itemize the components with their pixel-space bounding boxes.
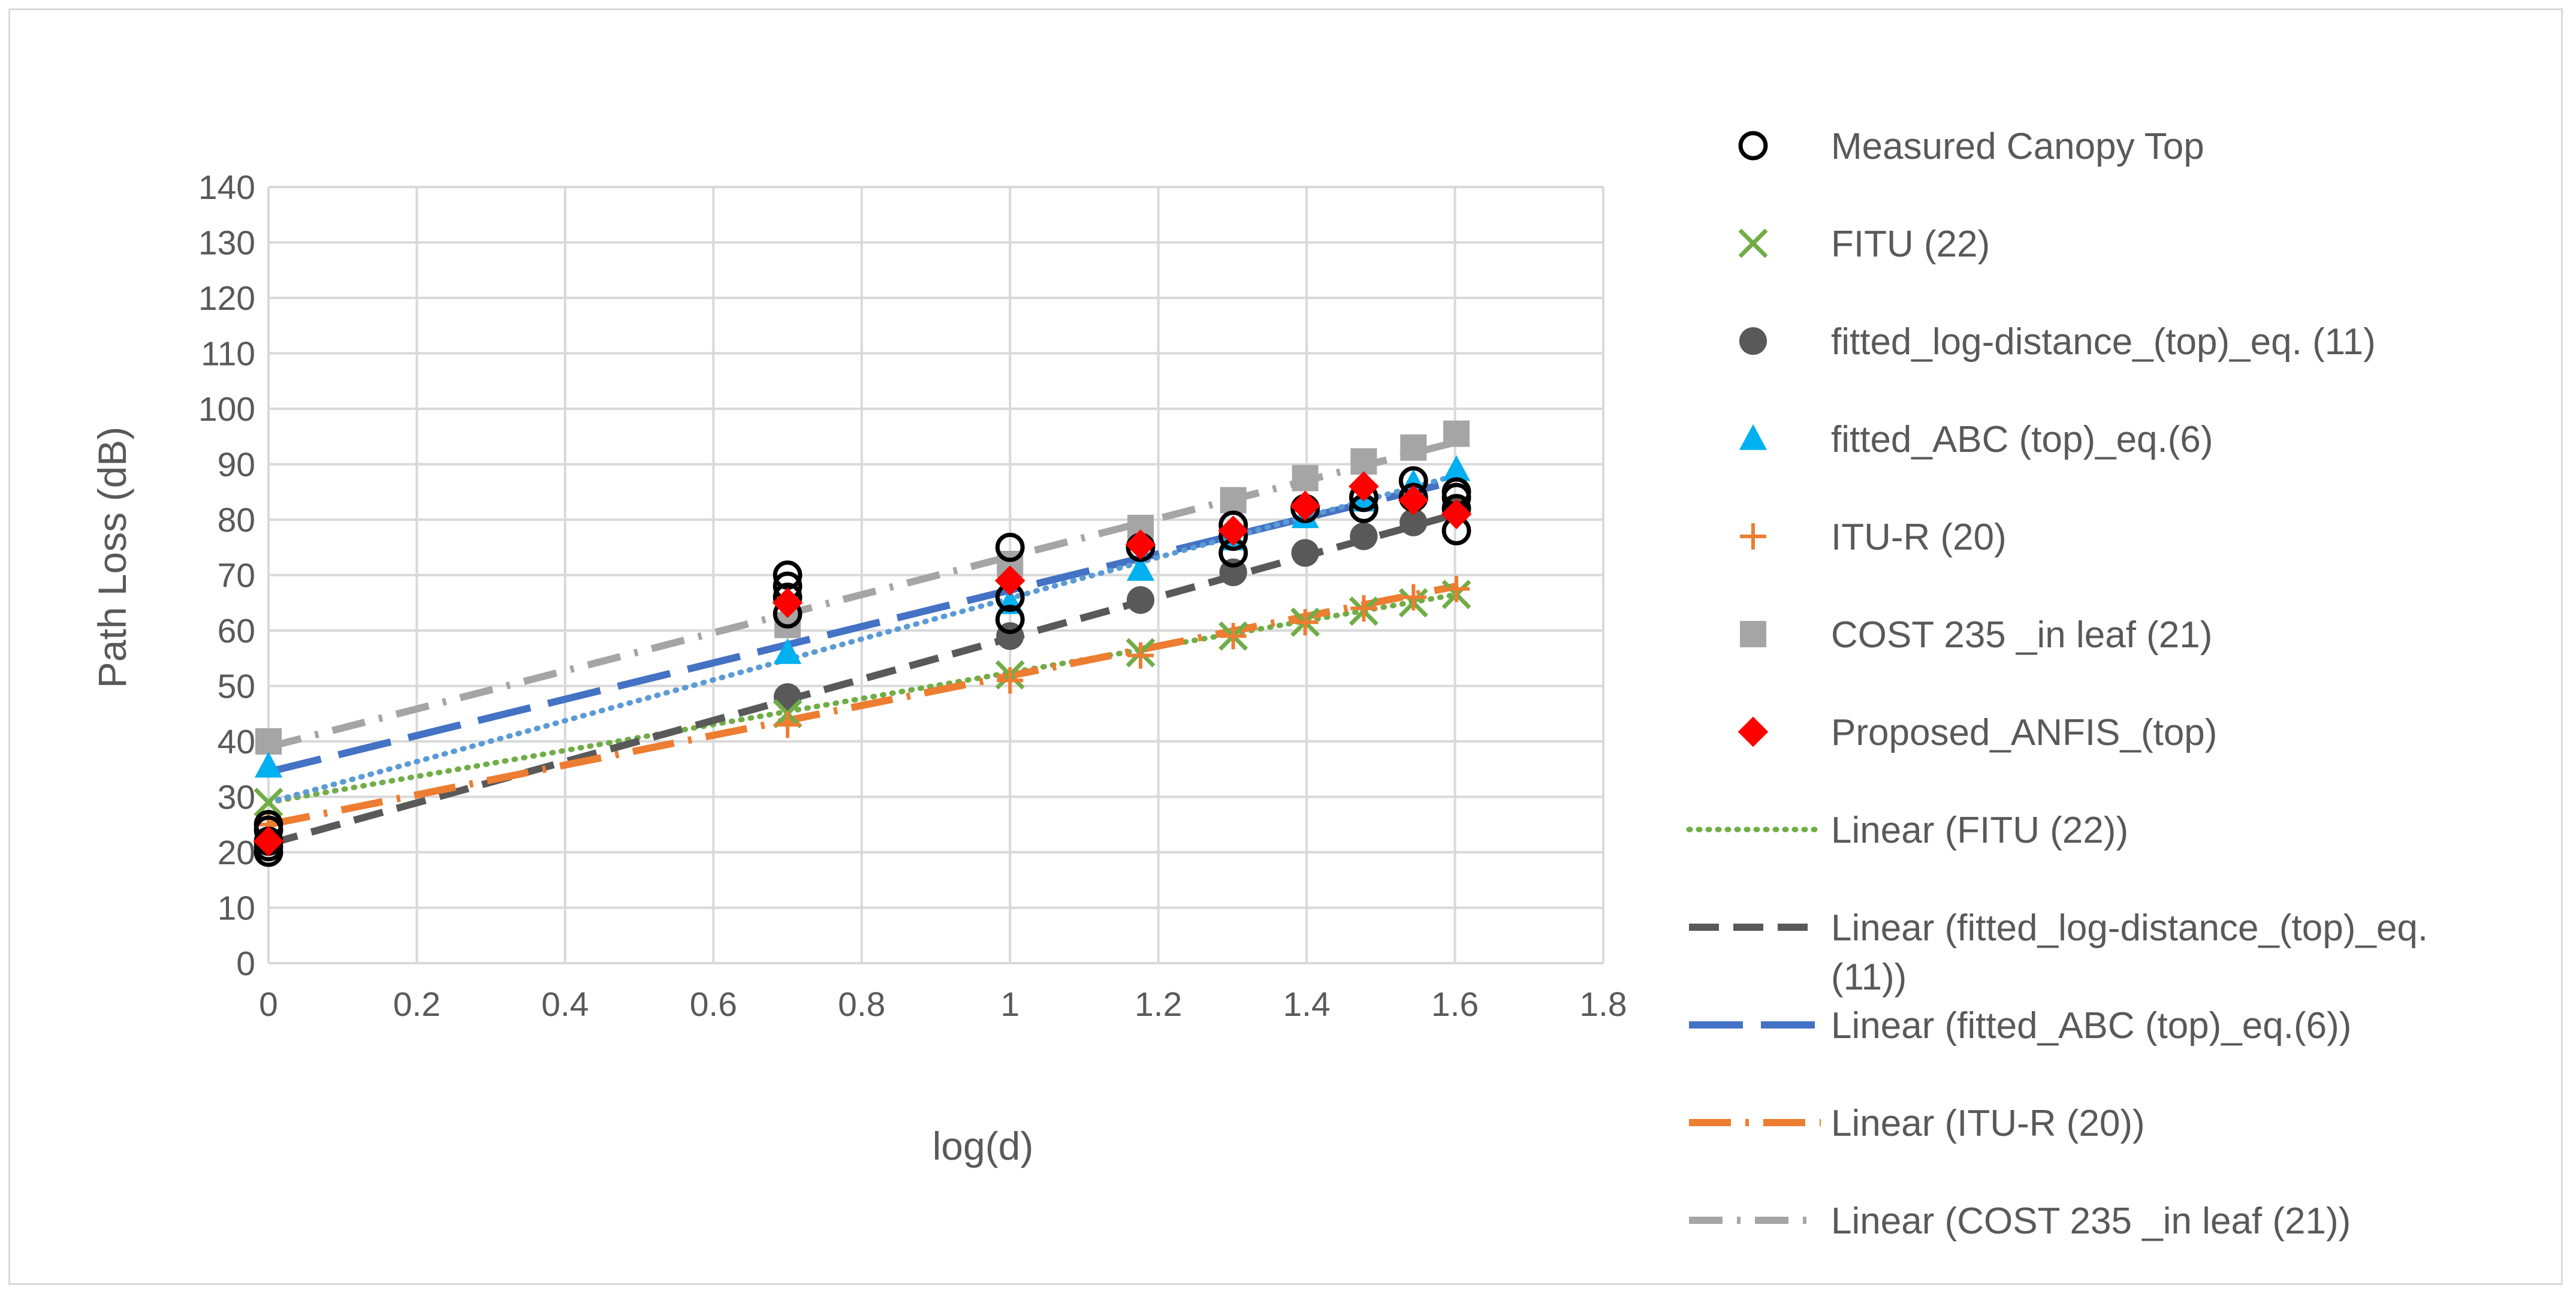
data-point (1400, 434, 1427, 461)
y-tick-label: 10 (218, 889, 255, 928)
data-point (1218, 515, 1248, 546)
data-point (995, 532, 1025, 562)
data-point (253, 826, 284, 856)
y-tick-label: 90 (218, 446, 255, 484)
x-tick-label: 0.2 (393, 985, 441, 1024)
x-tick-label: 0.8 (838, 985, 885, 1024)
trendline (267, 438, 1458, 751)
data-point (1292, 464, 1319, 491)
legend-label-continued: (11)) (1831, 957, 1907, 998)
trendline (266, 472, 1459, 806)
legend-label: FITU (22) (1831, 224, 1990, 265)
data-point (1442, 455, 1471, 481)
legend-marker (1739, 424, 1767, 450)
data-point (1350, 448, 1377, 475)
data-point (1126, 555, 1155, 581)
data-point (254, 788, 283, 818)
legend-label: Linear (fitted_ABC (top)_eq.(6)) (1831, 1005, 2351, 1046)
legend-label: Linear (ITU-R (20)) (1831, 1103, 2145, 1144)
data-point (1127, 642, 1154, 669)
y-tick-label: 20 (218, 834, 255, 872)
legend-marker (1740, 621, 1766, 647)
y-tick-label: 100 (198, 390, 255, 429)
x-tick-label: 1.2 (1135, 985, 1182, 1024)
legend-label: Linear (COST 235 _in leaf (21)) (1831, 1201, 2351, 1242)
y-tick-label: 140 (198, 168, 255, 207)
data-point (1290, 490, 1320, 521)
data-point (772, 587, 803, 619)
legend-marker (1738, 716, 1769, 747)
trendline (267, 510, 1458, 847)
data-point (1291, 539, 1319, 567)
legend-label: Proposed_ANFIS_(top) (1831, 712, 2217, 753)
y-tick-label: 50 (218, 668, 255, 706)
y-tick-label: 120 (198, 279, 255, 318)
data-point (1443, 575, 1470, 602)
legend-marker (1738, 228, 1768, 258)
data-point (1398, 485, 1429, 515)
y-tick-label: 110 (201, 335, 255, 373)
data-point (1125, 529, 1156, 560)
x-tick-label: 1.6 (1431, 985, 1479, 1024)
data-point (1350, 522, 1378, 550)
y-tick-label: 80 (218, 501, 255, 539)
x-tick-label: 0 (259, 985, 278, 1024)
legend-label: Measured Canopy Top (1831, 126, 2204, 167)
data-point (773, 560, 803, 590)
data-point (773, 638, 802, 664)
data-point (1220, 623, 1247, 650)
data-point (995, 605, 1025, 634)
data-point (1349, 471, 1379, 502)
data-point (994, 565, 1025, 596)
data-point (1400, 584, 1427, 611)
trendline (267, 583, 1458, 828)
trendlines (266, 438, 1459, 847)
data-point (1292, 609, 1319, 636)
y-tick-label: 30 (218, 779, 255, 817)
data-point (255, 728, 282, 755)
legend-label: fitted_ABC (top)_eq.(6) (1831, 419, 2213, 460)
x-axis-title: log(d) (933, 1124, 1034, 1168)
data-point (774, 711, 801, 738)
x-tick-label: 1.4 (1283, 985, 1330, 1024)
legend-label: COST 235 _in leaf (21) (1831, 614, 2212, 656)
legend-marker (1738, 131, 1768, 161)
x-tick-label: 0.6 (690, 985, 737, 1024)
legend-label: Linear (FITU (22)) (1831, 810, 2128, 851)
y-tick-label: 0 (236, 945, 255, 983)
legend-marker (1739, 327, 1767, 355)
data-point (1350, 595, 1377, 622)
legend-label: Linear (fitted_log-distance_(top)_eq. (1831, 907, 2428, 949)
data-point (1441, 499, 1472, 530)
y-axis-title: Path Loss (dB) (90, 427, 134, 689)
data-point (997, 667, 1024, 694)
trendline (266, 592, 1459, 806)
data-point (1220, 487, 1247, 514)
y-tick-label: 40 (218, 723, 255, 761)
tick-labels: 0 10 20 30 40 50 60 70 80 90 100 110 120 130 140 0 0.2 0.… (198, 168, 1627, 1024)
data-point (254, 752, 283, 778)
legend-label: fitted_log-distance_(top)_eq. (11) (1831, 321, 2376, 363)
data-point (1399, 508, 1428, 536)
legend-label: ITU-R (20) (1831, 517, 2007, 558)
data-point (1126, 586, 1155, 614)
data-markers (253, 420, 1472, 867)
legend-marker (1740, 523, 1766, 550)
data-point (1443, 420, 1470, 447)
x-tick-label: 1 (1000, 985, 1019, 1024)
x-tick-label: 0.4 (541, 985, 589, 1024)
x-tick-label: 1.8 (1579, 985, 1627, 1024)
y-tick-label: 130 (198, 224, 255, 263)
y-tick-label: 70 (218, 557, 255, 595)
legend: Measured Canopy Top FITU (22) fitted_log-d… (1686, 126, 2428, 1242)
chart-frame (8, 8, 2563, 1285)
y-tick-label: 60 (218, 612, 255, 650)
